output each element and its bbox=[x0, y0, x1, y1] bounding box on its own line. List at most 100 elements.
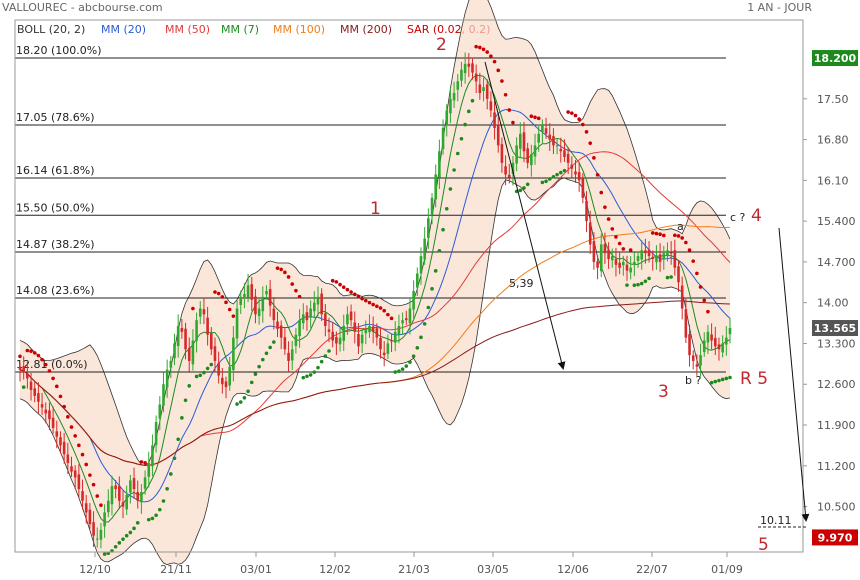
candle-body bbox=[728, 328, 732, 335]
indicator-label: MM (50) bbox=[165, 23, 211, 36]
sar-dot bbox=[124, 533, 129, 538]
plot-border bbox=[14, 19, 804, 553]
sar-dot bbox=[654, 231, 659, 236]
sar-dot bbox=[334, 280, 339, 284]
candle-body bbox=[265, 291, 268, 295]
candle-body bbox=[725, 337, 728, 345]
sar-dot bbox=[404, 364, 409, 368]
candle-body bbox=[316, 296, 320, 305]
fib-label: 16.14 (61.8%) bbox=[16, 164, 95, 177]
sar-dot bbox=[260, 357, 265, 362]
candle-body bbox=[526, 148, 529, 163]
candle-body bbox=[658, 254, 662, 262]
sar-dot bbox=[32, 351, 37, 355]
candle-body bbox=[180, 327, 184, 332]
candle-body bbox=[154, 422, 158, 446]
candle-body bbox=[585, 200, 588, 222]
candle-body bbox=[327, 329, 331, 332]
candle-body bbox=[294, 334, 298, 346]
period-label[interactable]: 1 AN - JOUR bbox=[747, 1, 812, 14]
x-tick-label: 12/06 bbox=[557, 563, 589, 576]
sar-dot bbox=[235, 402, 239, 406]
annotation-label: R 5 bbox=[740, 369, 768, 389]
sar-dot bbox=[636, 282, 640, 287]
wave-annotations: 1 2 3 4 5 R 5 5,39 a b ? c ? 10.11 bbox=[370, 35, 810, 555]
sar-dot bbox=[77, 443, 81, 448]
sar-dot bbox=[132, 526, 136, 531]
price-tag: 13.565 bbox=[814, 322, 856, 335]
sar-dot bbox=[169, 472, 173, 476]
sar-dot bbox=[433, 269, 438, 273]
indicator-label: MM (200) bbox=[340, 23, 393, 36]
candle-body bbox=[680, 285, 684, 309]
sar-dot bbox=[415, 346, 420, 350]
indicator-label: BOLL (20, 2) bbox=[17, 23, 86, 36]
candle-body bbox=[471, 63, 474, 73]
candle-body bbox=[721, 343, 724, 353]
sar-dot bbox=[157, 507, 162, 512]
candle-body bbox=[349, 311, 353, 321]
target-arrow bbox=[778, 227, 810, 522]
annotation-label: b ? bbox=[685, 374, 701, 387]
sar-dot bbox=[503, 92, 508, 97]
sar-dot bbox=[489, 54, 493, 58]
candle-body bbox=[581, 178, 585, 198]
candle-body bbox=[88, 509, 92, 525]
sar-dot bbox=[393, 370, 398, 374]
annotation-label: 5 bbox=[758, 535, 769, 555]
x-tick-label: 01/09 bbox=[711, 563, 743, 576]
sar-dot bbox=[338, 282, 342, 287]
sar-dot bbox=[323, 354, 328, 358]
sar-dot bbox=[382, 308, 386, 313]
sar-dot bbox=[367, 300, 372, 305]
sar-dot bbox=[279, 267, 283, 272]
candle-body bbox=[106, 500, 110, 513]
indicator-label: MM (100) bbox=[273, 23, 326, 36]
sar-dot bbox=[419, 335, 423, 340]
candle-body bbox=[655, 256, 658, 263]
sar-dot bbox=[224, 300, 228, 305]
sar-dot bbox=[658, 232, 662, 236]
candle-body bbox=[103, 512, 106, 527]
price-tag-bg bbox=[812, 529, 858, 546]
candle-body bbox=[485, 84, 489, 99]
sar-dot bbox=[69, 425, 74, 429]
candle-body bbox=[555, 145, 559, 147]
sar-dot bbox=[558, 170, 563, 175]
y-tick-label: 17.50 bbox=[817, 93, 849, 106]
sar-dot bbox=[551, 174, 556, 179]
annotation-label: 3 bbox=[658, 382, 669, 402]
candle-body bbox=[375, 328, 379, 338]
candle-body bbox=[614, 259, 618, 265]
sar-dot bbox=[312, 370, 317, 374]
candle-body bbox=[713, 337, 717, 347]
candle-body bbox=[633, 261, 636, 265]
sar-dot bbox=[194, 374, 199, 379]
candle-body bbox=[530, 154, 533, 166]
candle-body bbox=[541, 125, 544, 133]
sar-dot bbox=[496, 68, 501, 73]
candle-body bbox=[603, 244, 607, 254]
candle-body bbox=[625, 264, 629, 271]
sar-dot bbox=[73, 434, 77, 438]
x-tick-label: 22/07 bbox=[636, 563, 668, 576]
candle-body bbox=[224, 381, 228, 388]
x-tick-label: 03/05 bbox=[477, 563, 509, 576]
sar-dot bbox=[687, 248, 692, 252]
fibonacci-levels: 18.20 (100.0%) 17.05 (78.6%) 16.14 (61.8%)… bbox=[15, 44, 726, 373]
sar-dot bbox=[570, 111, 574, 115]
sar-dot bbox=[209, 362, 214, 367]
price-tag-bg bbox=[812, 50, 858, 67]
candle-body bbox=[467, 63, 471, 67]
sar-dot bbox=[426, 305, 431, 310]
sar-dot bbox=[452, 168, 456, 172]
candle-body bbox=[268, 288, 272, 306]
candle-body bbox=[386, 343, 390, 354]
sar-dot bbox=[305, 374, 309, 379]
annotation-label: 1 bbox=[370, 199, 381, 219]
annotation-label: 4 bbox=[751, 206, 762, 226]
sar-dot bbox=[154, 513, 158, 518]
candle-body bbox=[416, 273, 419, 288]
candle-body bbox=[570, 164, 574, 169]
